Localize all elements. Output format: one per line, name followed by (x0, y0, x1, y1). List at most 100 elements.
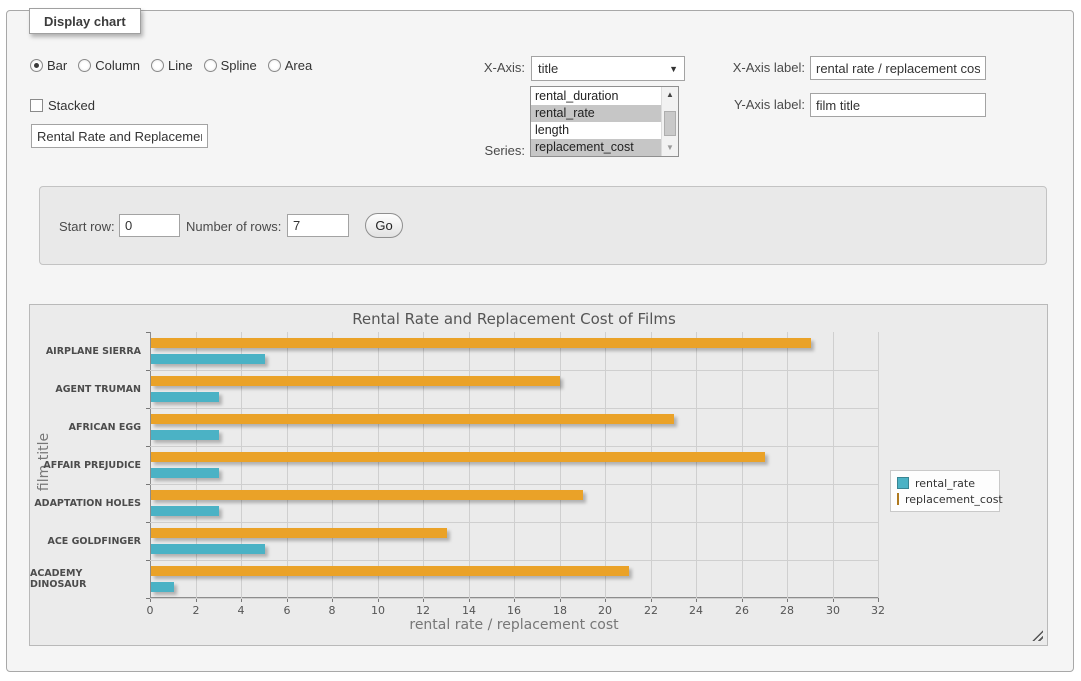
row-range-panel: Start row: Number of rows: Go (39, 186, 1047, 265)
y-axis-label-input[interactable] (810, 93, 986, 117)
series-option-rental_rate[interactable]: rental_rate (531, 105, 661, 122)
chart-title-input[interactable] (31, 124, 208, 148)
x-tick-label: 6 (283, 604, 291, 617)
gridline-horizontal (150, 560, 878, 561)
x-tick-label: 12 (416, 604, 430, 617)
checkbox-box[interactable] (30, 99, 43, 112)
radio-icon[interactable] (78, 59, 92, 72)
start-row-input[interactable] (119, 214, 180, 237)
bar-rental_rate (151, 392, 219, 402)
gridline-vertical (423, 332, 424, 598)
x-tick-label: 20 (598, 604, 612, 617)
y-axis-label-field-label: Y-Axis label: (733, 97, 805, 112)
bar-rental_rate (151, 544, 265, 554)
x-tick-label: 22 (644, 604, 658, 617)
series-select-label: Series: (484, 143, 525, 158)
scroll-up-icon[interactable]: ▲ (666, 90, 674, 99)
bar-replacement_cost (151, 490, 583, 500)
gridline-vertical (605, 332, 606, 598)
x-tick-label: 18 (553, 604, 567, 617)
series-option-length[interactable]: length (535, 123, 570, 137)
bar-replacement_cost (151, 414, 674, 424)
category-label: AFRICAN EGG (68, 421, 141, 433)
x-axis-select[interactable]: title ▼ (531, 56, 685, 81)
series-option-replacement_cost[interactable]: replacement_cost (531, 139, 661, 156)
scroll-down-icon[interactable]: ▼ (666, 143, 674, 152)
num-rows-input[interactable] (287, 214, 349, 237)
listbox-scrollbar[interactable]: ▲ ▼ (661, 87, 678, 156)
legend-label: replacement_cost (905, 492, 1003, 506)
x-axis-label-input[interactable] (810, 56, 986, 80)
radio-icon[interactable] (267, 59, 281, 72)
x-tickmark (605, 598, 606, 602)
x-tickmark (514, 598, 515, 602)
y-tickmark (146, 332, 150, 333)
bar-rental_rate (151, 582, 174, 592)
radio-label: Column (95, 58, 141, 73)
gridline-horizontal (150, 484, 878, 485)
y-tickmark (146, 446, 150, 447)
x-axis-select-label: X-Axis: (483, 60, 525, 75)
radio-label: Area (284, 58, 313, 73)
chart-type-spline[interactable]: Spline (203, 58, 257, 73)
chart-type-area[interactable]: Area (267, 58, 313, 73)
x-tick-label: 24 (689, 604, 703, 617)
gridline-horizontal (150, 370, 878, 371)
chart-type-column[interactable]: Column (78, 58, 140, 73)
x-axis-title: rental rate / replacement cost (409, 617, 619, 633)
chart-container: Rental Rate and Replacement Cost of Film… (29, 304, 1048, 646)
x-tickmark (332, 598, 333, 602)
radio-icon[interactable] (151, 59, 165, 72)
gridline-vertical (742, 332, 743, 598)
x-tickmark (651, 598, 652, 602)
x-tickmark (696, 598, 697, 602)
gridline-vertical (378, 332, 379, 598)
gridline-vertical (196, 332, 197, 598)
scrollbar-thumb[interactable] (664, 111, 676, 136)
gridline-vertical (469, 332, 470, 598)
chart-plot-area (146, 332, 879, 602)
gridline-vertical (651, 332, 652, 598)
x-tickmark (878, 598, 879, 602)
stacked-label: Stacked (48, 98, 95, 113)
chart-type-bar[interactable]: Bar (30, 58, 67, 73)
x-tickmark (423, 598, 424, 602)
y-tickmark (146, 370, 150, 371)
gridline-vertical (696, 332, 697, 598)
gridline-horizontal (150, 598, 878, 599)
chart-type-line[interactable]: Line (151, 58, 193, 73)
radio-icon[interactable] (30, 59, 43, 72)
x-tick-label: 10 (371, 604, 385, 617)
series-listbox[interactable]: rental_duration rental_rate length replacem… (530, 86, 679, 157)
radio-icon[interactable] (203, 59, 217, 72)
y-axis-line (150, 332, 151, 598)
gridline-vertical (287, 332, 288, 598)
resize-handle-icon[interactable] (1032, 630, 1043, 641)
x-tick-label: 4 (237, 604, 245, 617)
gridline-vertical (332, 332, 333, 598)
x-tick-label: 30 (826, 604, 840, 617)
x-tickmark (150, 598, 151, 602)
gridline-vertical (514, 332, 515, 598)
series-option-rental_duration[interactable]: rental_duration (535, 89, 619, 103)
category-label: AGENT TRUMAN (55, 383, 141, 395)
legend-swatch (897, 493, 899, 505)
x-tickmark (241, 598, 242, 602)
bar-replacement_cost (151, 338, 811, 348)
gridline-vertical (787, 332, 788, 598)
gridline-horizontal (150, 408, 878, 409)
x-axis-label-field-label: X-Axis label: (732, 60, 805, 75)
chart-type-radios: Bar Column Line Spline Area (30, 58, 312, 73)
go-button[interactable]: Go (365, 213, 403, 238)
panel-tab: Display chart (29, 8, 141, 34)
stacked-checkbox[interactable]: Stacked (30, 98, 95, 113)
y-tickmark (146, 522, 150, 523)
legend-entry-replacement_cost: replacement_cost (897, 491, 1003, 507)
x-tick-label: 28 (780, 604, 794, 617)
legend-swatch (897, 477, 909, 489)
chart-title: Rental Rate and Replacement Cost of Film… (352, 310, 676, 328)
y-tickmark (146, 560, 150, 561)
gridline-vertical (833, 332, 834, 598)
category-label: AFFAIR PREJUDICE (43, 459, 141, 471)
